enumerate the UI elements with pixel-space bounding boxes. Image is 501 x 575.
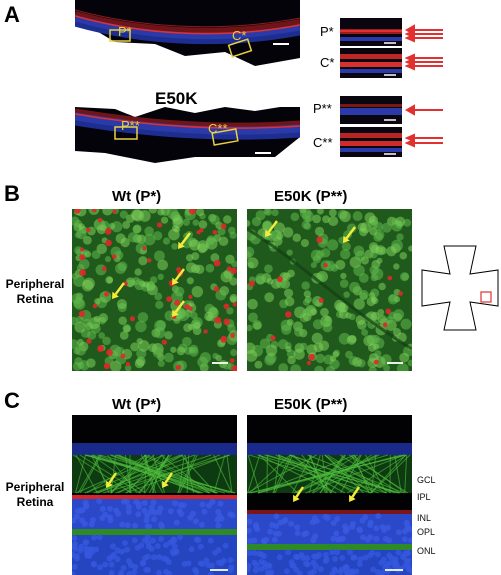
panel-b-wt-micrograph (72, 209, 237, 371)
wt-box-label-p: P* (118, 24, 132, 39)
wt-box-label-c: C* (232, 28, 247, 43)
e50k-box-label-p: P** (121, 118, 140, 133)
inset-p-wt-image (340, 18, 402, 46)
e50k-peripheral-box (114, 126, 138, 140)
inset-label-p-wt: P* (320, 24, 334, 39)
panel-c-row-label-line1: Peripheral (5, 480, 65, 494)
panel-c-row-label-line2: Retina (16, 495, 54, 509)
layer-label-gcl: GCL (417, 475, 436, 485)
panel-c-e50k-title: E50K (P**) (274, 396, 348, 413)
panel-b-row-label-line1: Peripheral (5, 277, 65, 291)
panel-c-row-label: Peripheral Retina (0, 480, 70, 510)
inset-c-e50k-image (340, 127, 402, 157)
e50k-retina-section-image (75, 107, 300, 163)
region-marker (480, 291, 492, 303)
wt-retina-section-image (75, 0, 300, 66)
panel-b-row-label-line2: Retina (16, 292, 54, 306)
wt-central-box (227, 38, 253, 58)
arrow-marker (162, 472, 174, 488)
e50k-central-box (211, 128, 239, 146)
arrow-marker (265, 220, 278, 237)
panel-letter-b: B (4, 181, 20, 206)
panel-b-row-label: Peripheral Retina (0, 277, 70, 307)
arrow-marker (293, 486, 305, 502)
inset-red-arrows (405, 24, 443, 148)
inset-label-c-e50k: C** (313, 135, 333, 150)
e50k-box-label-c: C** (208, 121, 228, 136)
retina-schematic-icon (421, 245, 499, 331)
inset-label-c-wt: C* (320, 55, 335, 70)
inset-label-p-e50k: P** (313, 101, 332, 116)
inset-c-wt-image (340, 48, 402, 78)
panel-b-wt-title: Wt (P*) (112, 188, 162, 205)
panel-c-wt-title: Wt (P*) (112, 396, 162, 413)
panel-b-e50k-micrograph (247, 209, 412, 371)
arrow-marker (343, 226, 356, 243)
layer-label-inl: INL (417, 513, 432, 523)
layer-label-opl: OPL (417, 527, 436, 537)
wt-peripheral-box (109, 29, 131, 42)
panel-c-wt-section (72, 415, 237, 575)
arrow-marker (106, 472, 118, 488)
panel-b-e50k-title: E50K (P**) (274, 188, 348, 205)
arrow-marker (349, 486, 361, 502)
layer-label-ipl: IPL (417, 492, 431, 502)
panel-c-e50k-section (247, 415, 412, 575)
inset-p-e50k-image (340, 96, 402, 124)
arrow-marker (178, 232, 191, 249)
panel-letter-a: A (4, 2, 20, 27)
layer-label-onl: ONL (417, 546, 436, 556)
panel-a-e50k-title: E50K (155, 89, 198, 108)
panel-letter-c: C (4, 388, 20, 413)
